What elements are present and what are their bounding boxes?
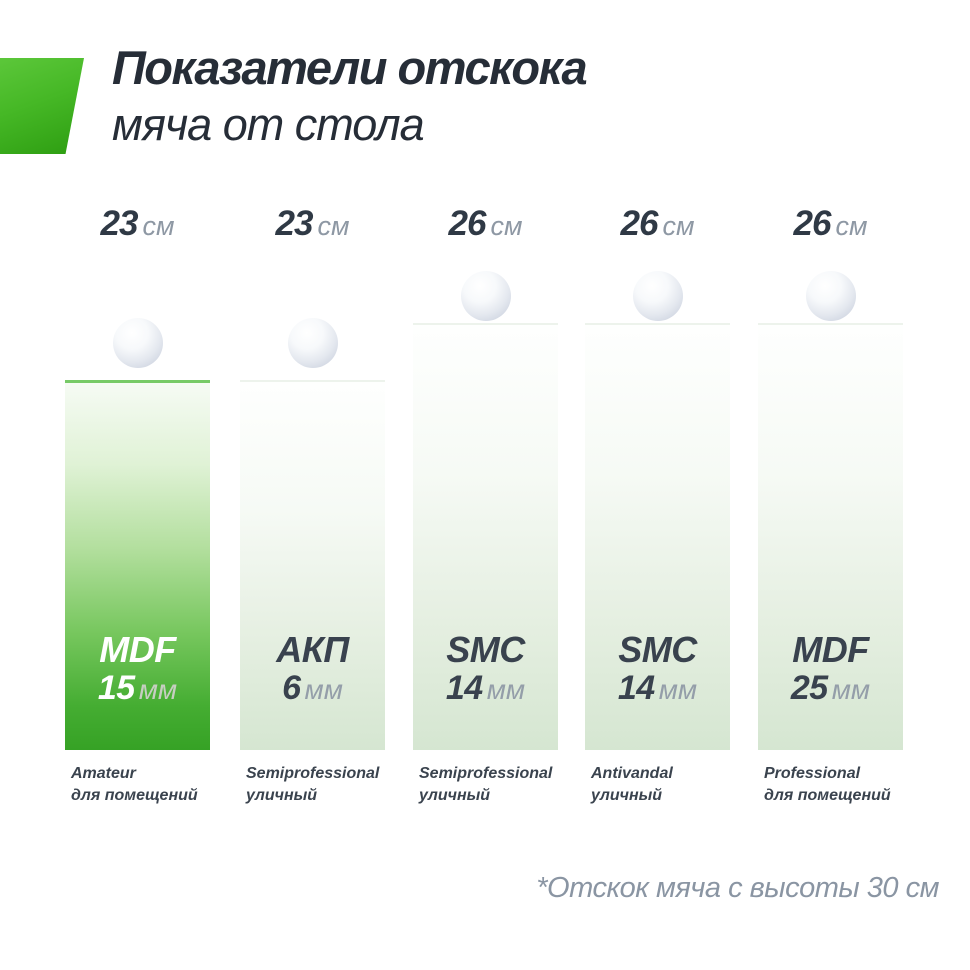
bar-highlighted: MDF 15 мм bbox=[65, 380, 210, 750]
bounce-value: 26 см bbox=[585, 204, 730, 244]
bounce-value: 23 см bbox=[240, 204, 385, 244]
bar-column-semiprofessional-akp: 23 см АКП 6 мм Semiprofessional уличный bbox=[240, 0, 385, 970]
column-caption: Antivandal уличный bbox=[591, 763, 730, 807]
bar-column-professional: 26 см MDF 25 мм Professional для помещений bbox=[758, 0, 903, 970]
caption-grade: Professional bbox=[764, 765, 861, 782]
caption-grade: Semiprofessional bbox=[419, 765, 553, 782]
caption-grade: Antivandal bbox=[591, 765, 673, 782]
bounce-number: 26 bbox=[620, 204, 659, 243]
bounce-value: 26 см bbox=[758, 204, 903, 244]
bounce-value: 23 см bbox=[65, 204, 210, 244]
caption-placement: для помещений bbox=[764, 787, 891, 804]
thickness-unit: мм bbox=[831, 674, 871, 705]
thickness-unit: мм bbox=[486, 674, 526, 705]
bar: SMC 14 мм bbox=[413, 323, 558, 750]
bounce-value: 26 см bbox=[413, 204, 558, 244]
bounce-unit: см bbox=[662, 211, 695, 241]
thickness-number: 14 bbox=[617, 669, 655, 707]
caption-grade: Semiprofessional bbox=[246, 765, 380, 782]
bar-label: MDF 25 мм bbox=[758, 630, 903, 708]
bar-label: MDF 15 мм bbox=[65, 630, 210, 708]
bar-material: АКП bbox=[276, 629, 349, 670]
caption-placement: уличный bbox=[246, 787, 318, 804]
ball-icon bbox=[287, 318, 338, 368]
column-caption: Semiprofessional уличный bbox=[419, 763, 558, 807]
bar-material: MDF bbox=[792, 629, 869, 670]
bar: SMC 14 мм bbox=[585, 323, 730, 750]
bar-label: SMC 14 мм bbox=[585, 630, 730, 708]
bounce-number: 23 bbox=[100, 204, 139, 243]
column-caption: Amateur для помещений bbox=[71, 763, 210, 807]
bounce-unit: см bbox=[317, 211, 350, 241]
thickness-number: 25 bbox=[790, 669, 828, 707]
thickness-unit: мм bbox=[304, 674, 343, 705]
ball-icon bbox=[460, 271, 511, 321]
page-title: Показатели отскока мяча от стола bbox=[112, 41, 588, 150]
bar-thickness: 14 мм bbox=[585, 670, 730, 708]
bar-column-amateur: 23 см MDF 15 мм Amateur для помещений bbox=[65, 0, 210, 970]
column-caption: Semiprofessional уличный bbox=[246, 763, 385, 807]
ball-icon bbox=[632, 271, 683, 321]
page-title-line1: Показатели отскока bbox=[112, 41, 588, 94]
page-title-line2: мяча от стола bbox=[112, 99, 425, 150]
bar-thickness: 14 мм bbox=[413, 670, 558, 708]
footnote: *Отскок мяча с высоты 30 см bbox=[536, 872, 939, 904]
thickness-number: 6 bbox=[282, 669, 301, 707]
bar: АКП 6 мм bbox=[240, 380, 385, 750]
ball-icon bbox=[805, 271, 856, 321]
bar: MDF 25 мм bbox=[758, 323, 903, 750]
bar-label: SMC 14 мм bbox=[413, 630, 558, 708]
bounce-unit: см bbox=[490, 211, 523, 241]
ball-icon bbox=[112, 318, 163, 368]
bar-column-semiprofessional-smc: 26 см SMC 14 мм Semiprofessional уличный bbox=[413, 0, 558, 970]
bar-material: SMC bbox=[618, 629, 697, 670]
bounce-unit: см bbox=[835, 211, 868, 241]
bar-column-antivandal: 26 см SMC 14 мм Antivandal уличный bbox=[585, 0, 730, 970]
bounce-unit: см bbox=[142, 211, 175, 241]
bar-thickness: 25 мм bbox=[758, 670, 903, 708]
caption-placement: уличный bbox=[419, 787, 491, 804]
bounce-number: 23 bbox=[275, 204, 314, 243]
bounce-number: 26 bbox=[793, 204, 832, 243]
column-caption: Professional для помещений bbox=[764, 763, 903, 807]
caption-grade: Amateur bbox=[71, 765, 136, 782]
thickness-number: 15 bbox=[97, 669, 135, 707]
thickness-number: 14 bbox=[445, 669, 483, 707]
bar-material: SMC bbox=[446, 629, 525, 670]
bounce-number: 26 bbox=[448, 204, 487, 243]
bar-material: MDF bbox=[99, 629, 176, 670]
caption-placement: для помещений bbox=[71, 787, 198, 804]
bar-label: АКП 6 мм bbox=[240, 630, 385, 708]
thickness-unit: мм bbox=[658, 674, 698, 705]
caption-placement: уличный bbox=[591, 787, 663, 804]
thickness-unit: мм bbox=[138, 674, 178, 705]
bar-thickness: 6 мм bbox=[240, 670, 385, 708]
bar-thickness: 15 мм bbox=[65, 670, 210, 708]
